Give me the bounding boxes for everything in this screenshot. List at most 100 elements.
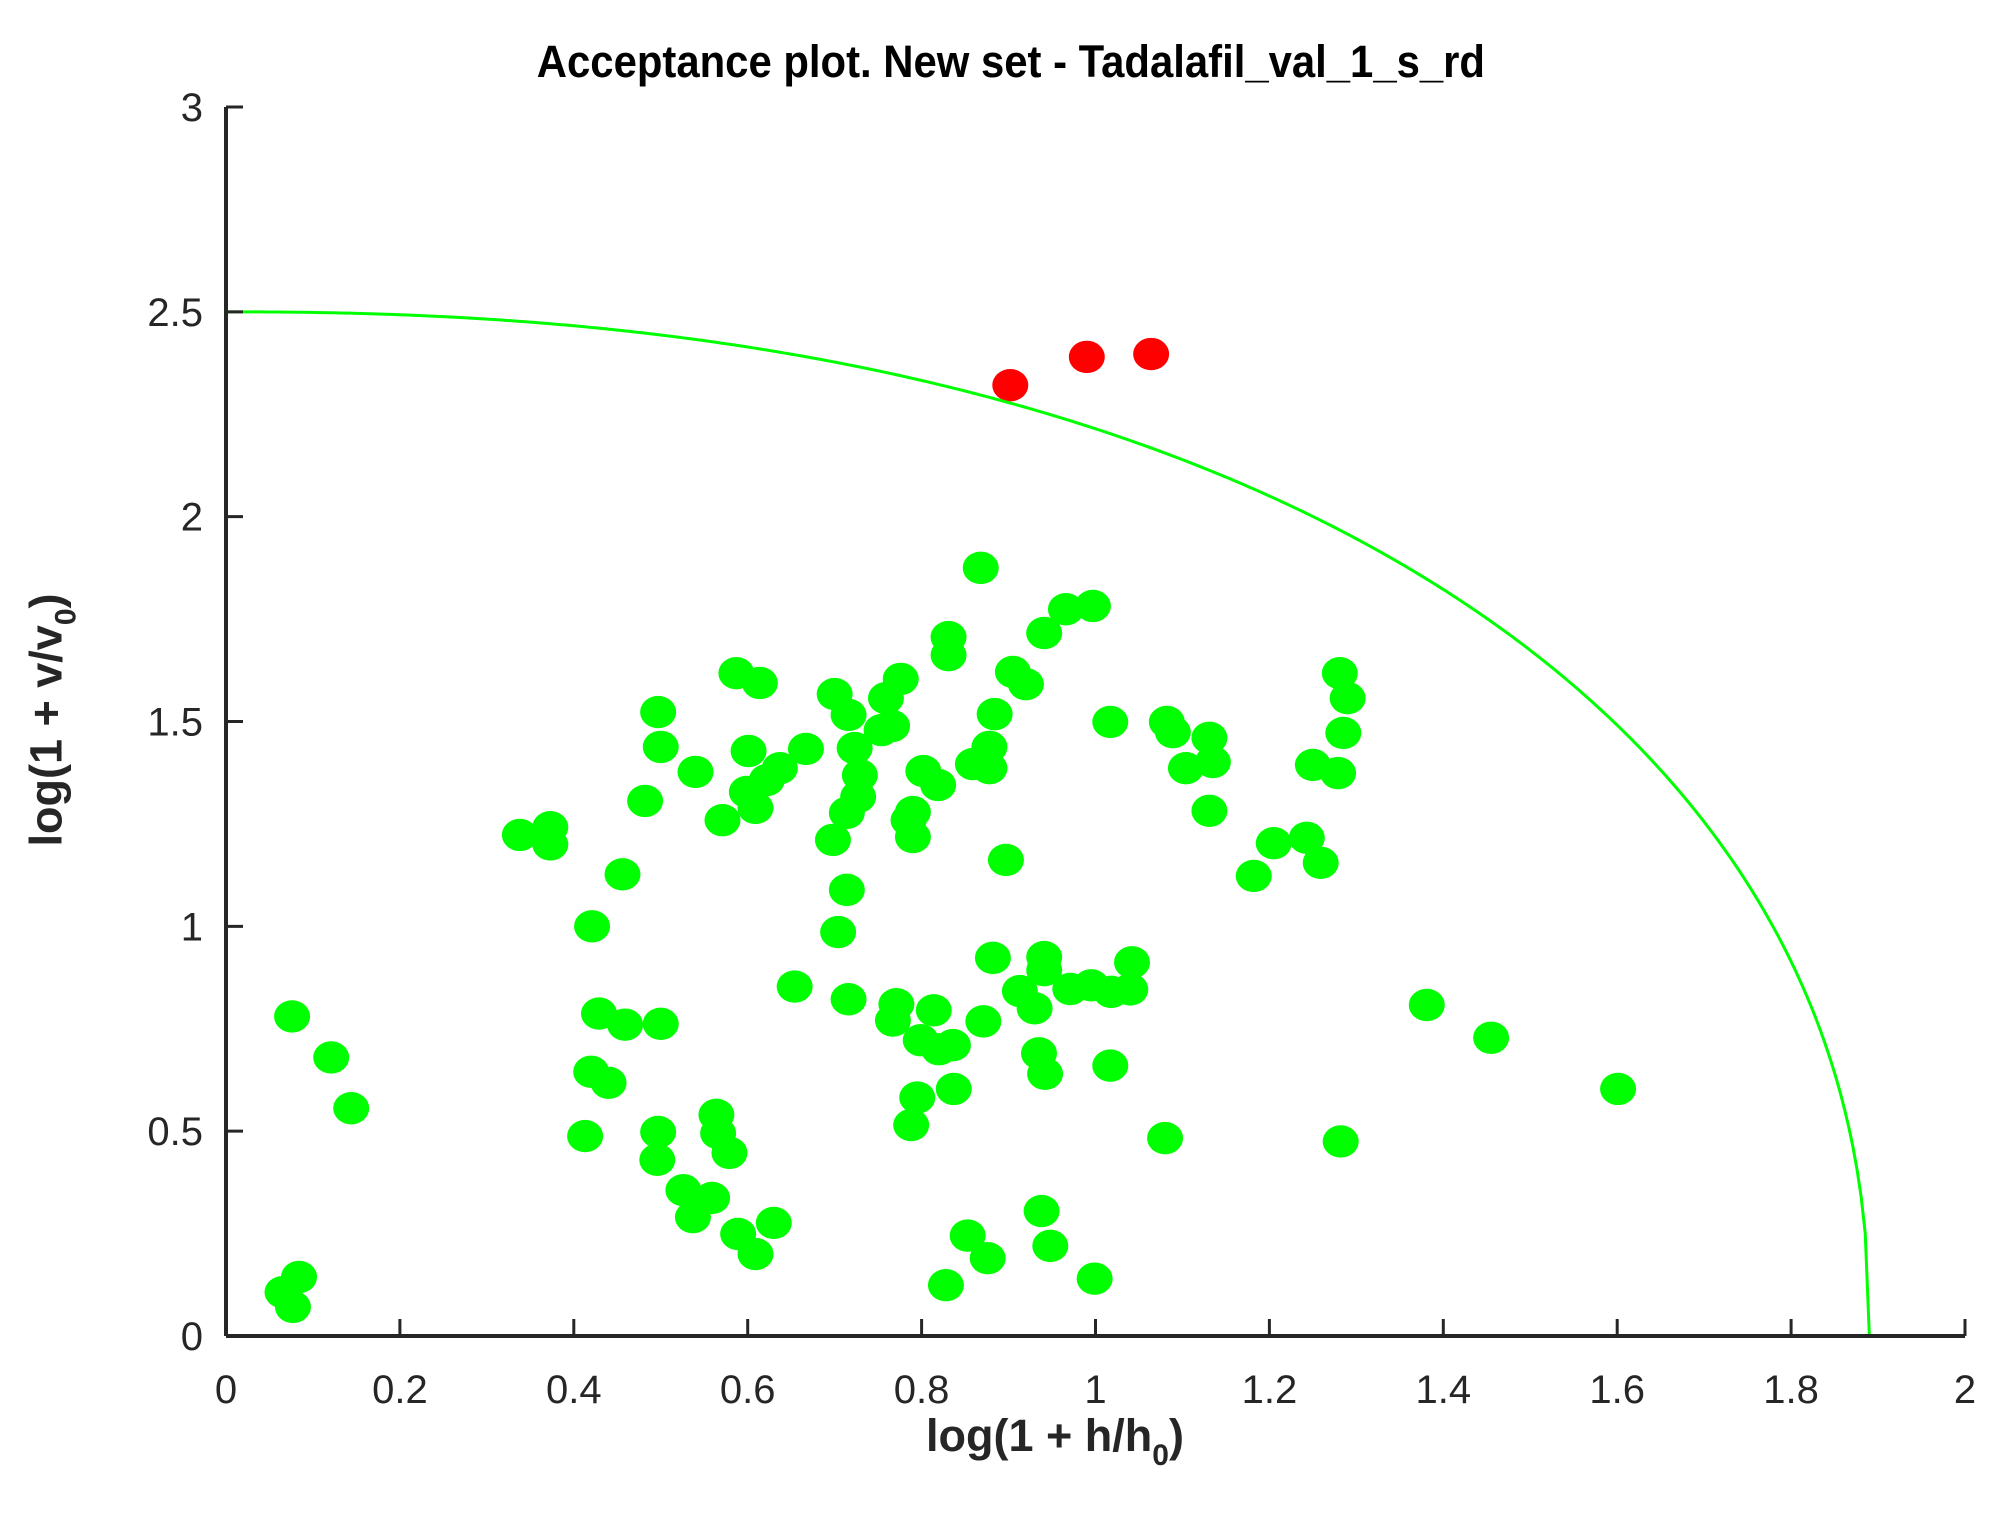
x-tick-label: 1.4 (1415, 1368, 1471, 1412)
data-point (1076, 1262, 1113, 1295)
data-point (828, 873, 865, 907)
y-tick-label: 1 (181, 905, 203, 949)
data-point (830, 698, 867, 732)
data-point (274, 1290, 311, 1324)
data-point (677, 755, 714, 789)
data-point (1092, 1049, 1129, 1082)
data-point (711, 1136, 748, 1170)
data-point (590, 1066, 627, 1100)
x-tick-label: 0.2 (372, 1368, 428, 1412)
data-point (761, 752, 798, 785)
data-point (1191, 794, 1228, 828)
data-point (971, 752, 1008, 785)
data-point (899, 1081, 936, 1114)
data-point (642, 1007, 679, 1041)
data-point (974, 941, 1011, 975)
x-tick-label: 1.6 (1589, 1368, 1645, 1412)
data-point (814, 823, 851, 857)
data-point (1191, 721, 1228, 755)
data-point (1074, 589, 1111, 623)
data-point (987, 843, 1024, 877)
y-tick-label: 0 (181, 1315, 203, 1359)
data-point (893, 1108, 930, 1142)
data-point (1133, 337, 1170, 371)
data-point (976, 697, 1013, 731)
data-point (1114, 946, 1151, 979)
data-point (1032, 1229, 1069, 1263)
axes: 0 0.2 0.4 0.6 0.8 1 1.2 1.4 1.6 1.8 2 0 0.5 1 1.5 2 2.5 3 (147, 86, 1976, 1412)
data-point (274, 1000, 311, 1033)
scatter-points (264, 337, 1637, 1324)
data-point (930, 620, 967, 654)
data-point (949, 1219, 986, 1252)
data-point (574, 910, 611, 943)
x-tick-label: 1.2 (1242, 1368, 1298, 1412)
data-point (741, 666, 778, 700)
x-tick-label: 0.8 (894, 1368, 950, 1412)
data-point (730, 734, 767, 768)
y-axis-label: log(1 + v/v0) (20, 593, 83, 847)
data-point (639, 1143, 676, 1177)
data-point (737, 791, 774, 825)
data-point (992, 368, 1029, 402)
data-point (1112, 973, 1149, 1006)
data-point (1255, 826, 1292, 860)
data-point (1322, 1125, 1359, 1158)
data-point (737, 1237, 774, 1271)
x-tick-label: 1.8 (1763, 1368, 1819, 1412)
data-point (665, 1173, 702, 1207)
data-point (1092, 705, 1129, 739)
data-point (1047, 593, 1084, 626)
data-point (1235, 859, 1272, 893)
data-point (755, 1206, 792, 1240)
data-point (836, 731, 873, 765)
data-point (1329, 681, 1366, 715)
data-point (1408, 988, 1445, 1022)
data-point (313, 1041, 350, 1074)
x-axis-label: log(1 + h/h0) (926, 1410, 1184, 1472)
y-tick-label: 2 (181, 496, 203, 540)
data-point (642, 730, 679, 764)
data-point (607, 1008, 644, 1041)
data-point (1320, 756, 1357, 790)
data-point (1288, 821, 1325, 855)
y-tick-label: 2.5 (147, 291, 203, 335)
data-point (640, 695, 677, 729)
data-point (1321, 656, 1358, 690)
data-point (1325, 716, 1362, 750)
data-point (640, 1115, 677, 1149)
data-point (920, 768, 957, 802)
y-tick-label: 3 (181, 86, 203, 130)
data-point (1600, 1072, 1637, 1106)
x-tick-label: 0.4 (546, 1368, 602, 1412)
chart-title: Acceptance plot. New set - Tadalafil_val… (536, 36, 1486, 87)
data-point (934, 1028, 971, 1062)
data-point (1302, 846, 1339, 880)
data-point (874, 709, 911, 743)
data-point (894, 820, 931, 854)
x-tick-label: 0 (215, 1368, 237, 1412)
data-point (501, 818, 538, 852)
data-point (915, 994, 952, 1027)
data-point (927, 1269, 964, 1302)
data-point (333, 1092, 370, 1125)
data-point (935, 1072, 972, 1106)
data-point (969, 1241, 1006, 1275)
data-point (1154, 715, 1191, 749)
data-point (1068, 340, 1105, 374)
data-point (1167, 752, 1204, 785)
data-point (1016, 992, 1053, 1025)
data-point (874, 1004, 911, 1037)
data-point (882, 662, 919, 696)
data-point (787, 732, 824, 766)
data-point (674, 1200, 711, 1234)
data-point (1194, 745, 1231, 779)
data-point (830, 983, 867, 1016)
data-point (532, 828, 569, 861)
data-point (1023, 1194, 1060, 1228)
data-point (1026, 616, 1063, 650)
data-point (1027, 1057, 1064, 1091)
y-tick-label: 0.5 (147, 1110, 203, 1154)
data-point (1473, 1021, 1510, 1054)
